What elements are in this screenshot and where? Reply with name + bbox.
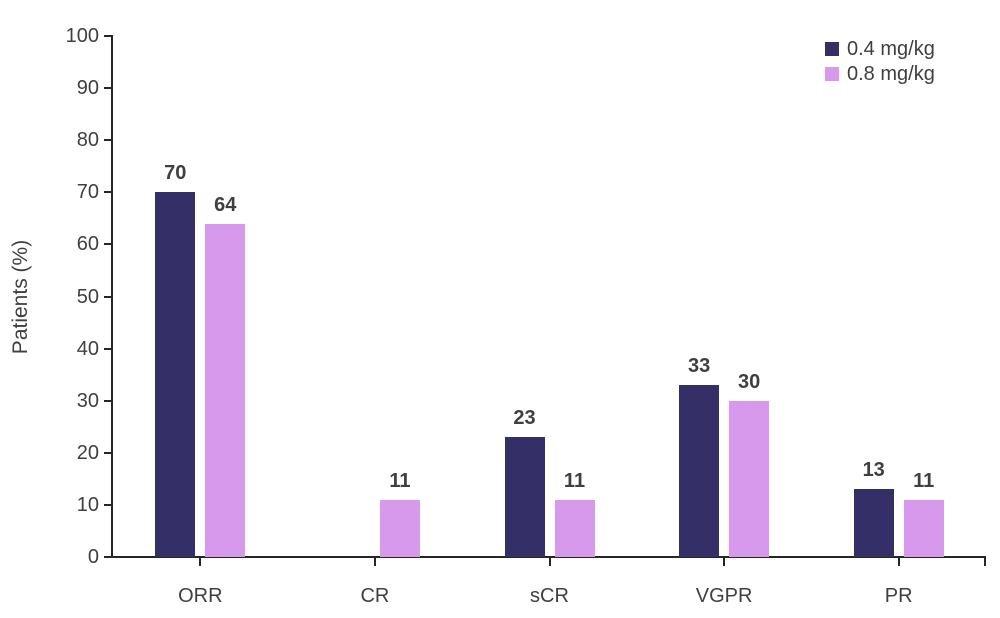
- y-tick-label: 100: [65, 25, 99, 47]
- y-axis-tick: [104, 243, 113, 246]
- x-category-label: sCR: [530, 585, 569, 607]
- bar-08mgkg-sCR: [554, 499, 595, 557]
- bar-04mgkg-VGPR: [679, 385, 720, 557]
- x-category-label: CR: [360, 585, 390, 607]
- bar-04mgkg-ORR: [155, 192, 196, 557]
- y-axis-tick: [104, 295, 113, 298]
- bar-08mgkg-CR: [379, 499, 420, 557]
- y-tick-label: 40: [76, 337, 99, 360]
- y-axis-title: Patients (%): [9, 239, 32, 355]
- x-axis-tick: [199, 557, 202, 566]
- y-axis-tick: [104, 347, 113, 350]
- bar-value-label: 30: [737, 370, 761, 393]
- y-tick-label: 20: [76, 441, 99, 464]
- bar-04mgkg-PR: [853, 489, 894, 557]
- y-axis-tick: [104, 87, 113, 90]
- legend: 0.4 mg/kg 0.8 mg/kg: [825, 38, 935, 85]
- legend-label: 0.4 mg/kg: [847, 38, 935, 60]
- bar-value-label: 11: [389, 469, 411, 492]
- y-tick-label: 30: [76, 389, 99, 412]
- bar-08mgkg-ORR: [205, 223, 246, 557]
- bar-value-label: 33: [687, 355, 711, 378]
- x-axis-end-tick: [984, 557, 986, 566]
- y-tick-label: 90: [76, 77, 99, 100]
- bar-value-label: 70: [164, 162, 187, 185]
- legend-label: 0.8 mg/kg: [847, 63, 935, 85]
- y-tick-label: 50: [76, 285, 99, 308]
- y-axis-tick: [104, 556, 113, 558]
- legend-swatch: [825, 42, 839, 56]
- y-axis-tick: [104, 191, 113, 194]
- x-axis-tick: [897, 557, 900, 566]
- bar-08mgkg-VGPR: [729, 400, 770, 557]
- bar-08mgkg-PR: [903, 499, 944, 557]
- x-category-label: VGPR: [695, 585, 753, 607]
- x-axis-tick: [723, 557, 726, 566]
- bar-value-label: 23: [513, 407, 536, 430]
- y-axis-tick: [104, 451, 113, 454]
- legend-item: 0.4 mg/kg: [825, 38, 935, 60]
- y-axis-tick: [104, 503, 113, 506]
- bar-value-label: 64: [214, 193, 237, 216]
- y-axis-tick: [104, 399, 113, 402]
- x-axis-tick: [548, 557, 551, 566]
- y-tick-label: 10: [76, 493, 99, 516]
- y-tick-label: 60: [76, 233, 99, 256]
- x-category-label: ORR: [178, 585, 223, 607]
- y-tick-label: 70: [76, 181, 99, 204]
- x-axis-tick: [373, 557, 376, 566]
- y-axis-tick: [104, 35, 113, 37]
- x-category-label: PR: [884, 585, 913, 607]
- bar-value-label: 11: [563, 469, 586, 492]
- bar-value-label: 11: [913, 469, 935, 492]
- bar-04mgkg-sCR: [504, 437, 545, 557]
- legend-item: 0.8 mg/kg: [825, 63, 935, 85]
- y-tick-label: 0: [87, 546, 99, 568]
- y-tick-label: 80: [76, 129, 99, 152]
- bar-value-label: 13: [862, 459, 885, 482]
- y-axis-tick: [104, 139, 113, 142]
- legend-swatch: [825, 67, 839, 81]
